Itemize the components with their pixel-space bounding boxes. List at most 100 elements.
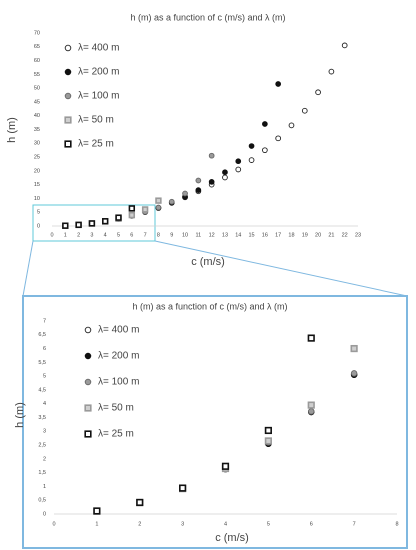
x-tick-label: 8 [157,232,160,238]
data-point [264,437,272,445]
y-tick-label: 0,5 [38,498,46,504]
data-point [350,370,358,377]
data-point [115,214,122,221]
legend-label: λ= 25 m [98,429,134,440]
legend-label: λ= 100 m [78,91,119,102]
legend-label: λ= 200 m [98,351,139,362]
x-tick-label: 18 [288,232,294,238]
x-tick-label: 4 [104,232,107,238]
data-point [248,157,255,163]
x-tick-label: 0 [52,521,55,527]
y-tick-label: 1,5 [38,470,46,476]
y-axis-label: h (m) [6,117,18,143]
legend-marker [64,92,72,100]
legend-label: λ= 200 m [78,67,119,78]
legend-label: λ= 50 m [78,115,114,126]
data-point [262,121,268,127]
data-point [136,498,144,507]
data-point [195,187,202,194]
x-tick-label: 7 [353,521,356,527]
data-point [262,147,268,154]
legend-marker [64,44,72,52]
data-point [93,507,101,515]
data-point [301,107,308,114]
x-tick-label: 3 [90,232,93,238]
x-tick-label: 12 [209,232,215,238]
x-tick-label: 8 [395,521,398,527]
data-point [155,204,162,211]
x-tick-label: 9 [170,232,173,238]
x-tick-label: 1 [95,521,98,527]
chart-title: h (m) as a function of c (m/s) and λ (m) [130,12,285,22]
legend-marker [84,404,92,412]
y-tick-label: 4 [43,401,46,407]
legend-label: λ= 100 m [98,377,139,388]
x-tick-label: 5 [267,521,270,527]
x-tick-label: 15 [249,232,255,238]
y-tick-label: 70 [34,30,40,36]
data-point [275,81,282,87]
legend-marker [64,116,72,124]
legend-label: λ= 400 m [78,43,119,54]
x-tick-label: 22 [342,232,348,238]
legend-marker [84,430,92,438]
zoom-frame [22,295,408,549]
data-point [307,401,315,409]
y-tick-label: 0 [43,511,46,517]
y-tick-label: 35 [34,127,40,133]
y-tick-label: 45 [34,99,40,105]
legend-marker [64,68,72,76]
data-point [222,174,228,181]
x-tick-label: 10 [182,232,188,238]
x-tick-label: 0 [50,232,53,238]
y-tick-label: 3,5 [38,415,46,421]
legend-marker [84,378,92,386]
y-tick-label: 55 [34,72,40,78]
y-tick-label: 2,5 [38,443,46,449]
x-tick-label: 16 [262,232,268,238]
x-tick-label: 21 [328,232,334,238]
y-tick-label: 6 [43,346,46,352]
y-tick-label: 5 [43,374,46,380]
legend-marker [64,140,72,148]
y-tick-label: 40 [34,113,40,119]
y-tick-label: 6,5 [38,332,46,338]
y-tick-label: 3 [43,429,46,435]
x-tick-label: 7 [144,232,147,238]
y-tick-label: 65 [34,44,40,50]
data-point [179,484,187,492]
x-axis-label: c (m/s) [215,532,249,544]
data-point [128,211,136,219]
legend-label: λ= 25 m [78,139,114,150]
x-tick-label: 5 [117,232,120,238]
y-tick-label: 20 [34,168,40,174]
data-point [248,143,255,149]
x-tick-label: 2 [138,521,141,527]
y-tick-label: 5,5 [38,360,46,366]
x-tick-label: 23 [355,232,361,238]
x-tick-label: 19 [302,232,308,238]
data-point [350,344,358,353]
y-tick-label: 5 [37,210,40,216]
x-axis-label: c (m/s) [191,256,225,268]
x-tick-label: 11 [195,232,201,238]
data-point [222,169,228,176]
y-tick-label: 60 [34,58,40,64]
x-tick-label: 17 [275,232,281,238]
data-point [75,221,82,229]
x-tick-label: 20 [315,232,321,238]
y-tick-label: 10 [34,196,40,202]
x-tick-label: 1 [64,232,67,238]
zoom-connector [154,240,408,297]
data-point [208,179,215,185]
x-tick-label: 3 [181,521,184,527]
y-tick-label: 30 [34,141,40,147]
y-tick-label: 7 [43,318,46,324]
y-tick-label: 4,5 [38,387,46,393]
x-tick-label: 14 [235,232,241,238]
y-tick-label: 1 [43,484,46,490]
data-point [221,462,230,470]
data-point [208,152,215,159]
data-point [264,426,272,435]
data-point [235,158,242,165]
